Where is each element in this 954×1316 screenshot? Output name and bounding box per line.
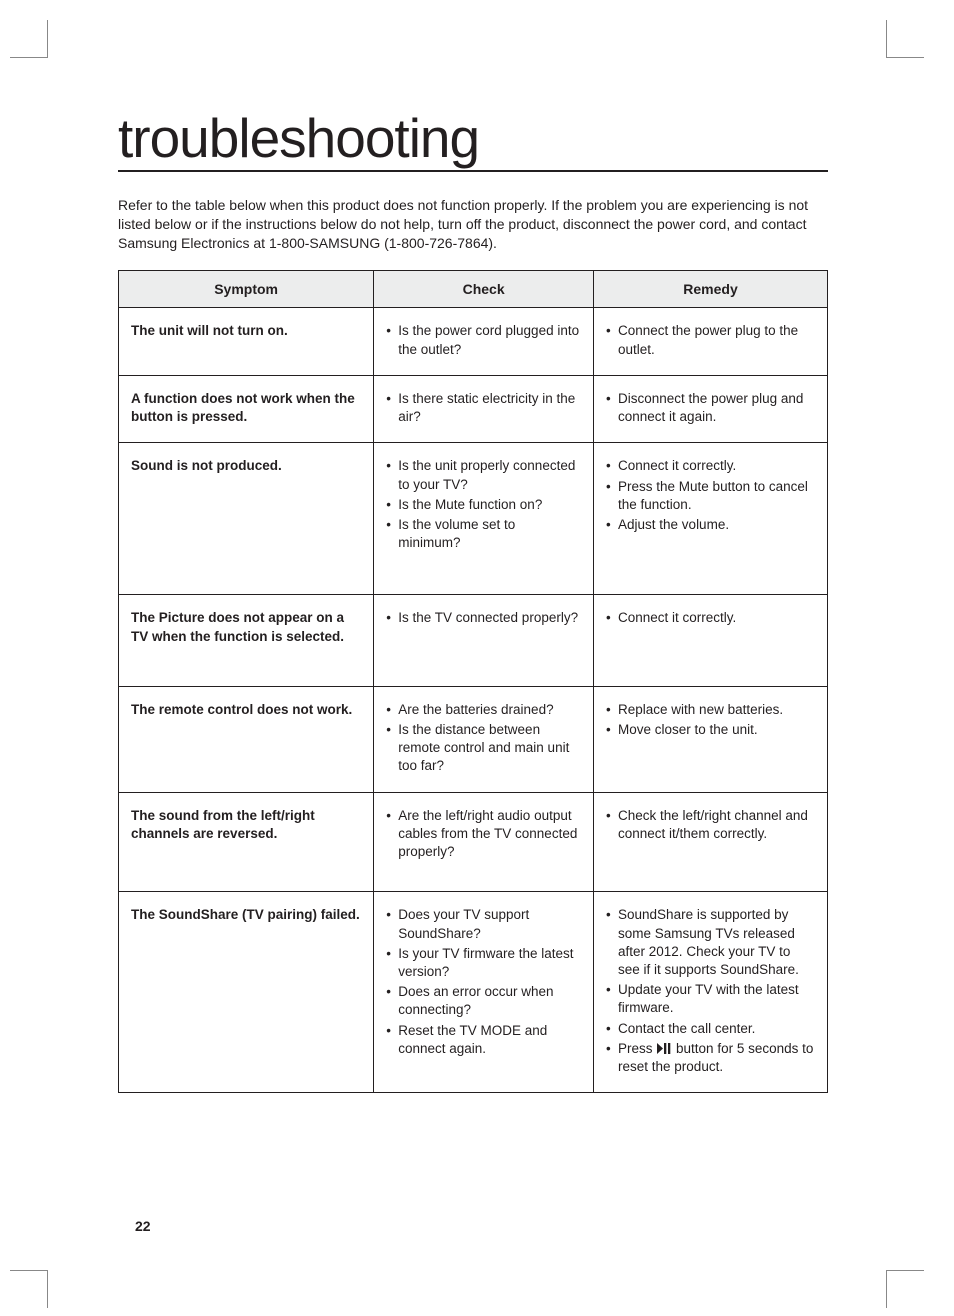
check-item: Is the power cord plugged into the outle… <box>386 322 581 358</box>
check-item: Is the distance between remote control a… <box>386 721 581 776</box>
remedy-cell: Connect it correctly. Press the Mute butt… <box>594 443 828 595</box>
play-pause-icon <box>657 1043 671 1054</box>
remedy-item: Adjust the volume. <box>606 516 815 534</box>
page-title: troubleshooting <box>118 110 828 172</box>
intro-paragraph: Refer to the table below when this produ… <box>118 196 828 253</box>
check-list: Is the unit properly connected to your T… <box>386 457 581 552</box>
remedy-list: Connect the power plug to the outlet. <box>606 322 815 358</box>
remedy-item: Replace with new batteries. <box>606 701 815 719</box>
remedy-list: SoundShare is supported by some Samsung … <box>606 906 815 1076</box>
table-row: The sound from the left/right channels a… <box>119 792 828 892</box>
check-list: Is there static electricity in the air? <box>386 390 581 426</box>
check-item: Does an error occur when connecting? <box>386 983 581 1019</box>
check-item: Are the batteries drained? <box>386 701 581 719</box>
check-list: Are the left/right audio output cables f… <box>386 807 581 862</box>
check-item: Are the left/right audio output cables f… <box>386 807 581 862</box>
remedy-item: Disconnect the power plug and connect it… <box>606 390 815 426</box>
crop-mark-br <box>886 1270 924 1308</box>
table-header-row: Symptom Check Remedy <box>119 271 828 308</box>
remedy-item: Press button for 5 seconds to reset the … <box>606 1040 815 1076</box>
remedy-cell: Check the left/right channel and connect… <box>594 792 828 892</box>
symptom-cell: The unit will not turn on. <box>119 308 374 375</box>
remedy-cell: SoundShare is supported by some Samsung … <box>594 892 828 1093</box>
page-content: troubleshooting Refer to the table below… <box>118 110 828 1093</box>
remedy-item: SoundShare is supported by some Samsung … <box>606 906 815 979</box>
remedy-item: Check the left/right channel and connect… <box>606 807 815 843</box>
check-cell: Is the unit properly connected to your T… <box>374 443 594 595</box>
symptom-cell: The sound from the left/right channels a… <box>119 792 374 892</box>
header-check: Check <box>374 271 594 308</box>
header-symptom: Symptom <box>119 271 374 308</box>
remedy-item: Press the Mute button to cancel the func… <box>606 478 815 514</box>
check-item: Reset the TV MODE and connect again. <box>386 1022 581 1058</box>
check-cell: Is the power cord plugged into the outle… <box>374 308 594 375</box>
table-row: The SoundShare (TV pairing) failed.Does … <box>119 892 828 1093</box>
table-row: The Picture does not appear on a TV when… <box>119 595 828 686</box>
symptom-cell: A function does not work when the button… <box>119 375 374 442</box>
remedy-cell: Connect it correctly. <box>594 595 828 686</box>
check-cell: Is the TV connected properly? <box>374 595 594 686</box>
remedy-item: Connect it correctly. <box>606 609 815 627</box>
table-row: A function does not work when the button… <box>119 375 828 442</box>
check-cell: Is there static electricity in the air? <box>374 375 594 442</box>
symptom-cell: The Picture does not appear on a TV when… <box>119 595 374 686</box>
remedy-cell: Replace with new batteries. Move closer t… <box>594 686 828 792</box>
troubleshooting-table: Symptom Check Remedy The unit will not t… <box>118 270 828 1093</box>
remedy-list: Check the left/right channel and connect… <box>606 807 815 843</box>
remedy-cell: Disconnect the power plug and connect it… <box>594 375 828 442</box>
check-item: Is the Mute function on? <box>386 496 581 514</box>
check-item: Is there static electricity in the air? <box>386 390 581 426</box>
crop-mark-tr <box>886 20 924 58</box>
check-cell: Are the batteries drained? Is the distanc… <box>374 686 594 792</box>
remedy-item: Connect it correctly. <box>606 457 815 475</box>
remedy-cell: Connect the power plug to the outlet. <box>594 308 828 375</box>
crop-mark-tl <box>10 20 48 58</box>
table-row: Sound is not produced. Is the unit proper… <box>119 443 828 595</box>
remedy-item: Connect the power plug to the outlet. <box>606 322 815 358</box>
check-item: Does your TV support SoundShare? <box>386 906 581 942</box>
check-item: Is the TV connected properly? <box>386 609 581 627</box>
remedy-list: Replace with new batteries. Move closer t… <box>606 701 815 739</box>
symptom-cell: The remote control does not work. <box>119 686 374 792</box>
symptom-cell: The SoundShare (TV pairing) failed. <box>119 892 374 1093</box>
remedy-list: Connect it correctly. <box>606 609 815 627</box>
check-list: Is the power cord plugged into the outle… <box>386 322 581 358</box>
remedy-list: Disconnect the power plug and connect it… <box>606 390 815 426</box>
crop-mark-bl <box>10 1270 48 1308</box>
check-item: Is your TV firmware the latest version? <box>386 945 581 981</box>
remedy-list: Connect it correctly. Press the Mute butt… <box>606 457 815 534</box>
check-item: Is the unit properly connected to your T… <box>386 457 581 493</box>
check-list: Does your TV support SoundShare?Is your … <box>386 906 581 1058</box>
check-list: Are the batteries drained? Is the distanc… <box>386 701 581 776</box>
table-row: The remote control does not work.Are the… <box>119 686 828 792</box>
remedy-item: Contact the call center. <box>606 1020 815 1038</box>
page-number: 22 <box>135 1218 151 1234</box>
check-list: Is the TV connected properly? <box>386 609 581 627</box>
table-row: The unit will not turn on. Is the power c… <box>119 308 828 375</box>
remedy-item: Update your TV with the latest firmware. <box>606 981 815 1017</box>
remedy-item: Move closer to the unit. <box>606 721 815 739</box>
header-remedy: Remedy <box>594 271 828 308</box>
check-cell: Does your TV support SoundShare?Is your … <box>374 892 594 1093</box>
check-cell: Are the left/right audio output cables f… <box>374 792 594 892</box>
check-item: Is the volume set to minimum? <box>386 516 581 552</box>
symptom-cell: Sound is not produced. <box>119 443 374 595</box>
